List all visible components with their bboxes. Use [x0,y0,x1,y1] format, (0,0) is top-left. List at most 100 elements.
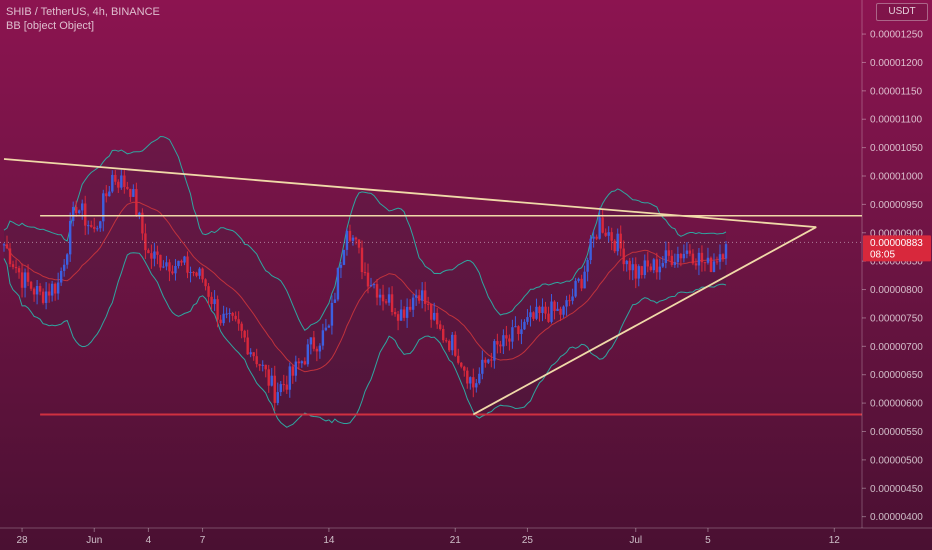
candle [351,235,355,246]
candle-body [126,186,129,189]
candle-body [712,261,716,273]
candle-body [291,366,294,376]
candle [583,265,586,289]
candle [50,280,54,302]
candle [610,227,613,251]
candle-body [381,294,385,302]
candle [565,295,568,316]
price-tick-label: 0.00000400 [870,512,923,523]
candle [414,289,418,306]
candle [526,309,529,325]
candle-body [426,303,430,305]
candle-body [541,306,544,313]
candle [180,259,183,266]
candle-body [673,262,677,265]
candle [484,357,487,368]
time-axis[interactable]: 28 Jun 4 7 14 21 25 Jul 5 12 [0,527,932,546]
candle-body [610,232,613,241]
candle [216,295,219,328]
candle-body [192,272,195,274]
candle [258,363,261,371]
candle-body [402,309,406,318]
candle-body [225,313,228,315]
candle-body [502,335,505,347]
candle [544,301,547,320]
candle-body [273,375,276,403]
candle-body [96,228,99,230]
candle [207,283,210,306]
price-tick-label: 0.00001050 [870,143,923,154]
candle [637,264,640,287]
candle [114,169,117,185]
candle-body [583,271,586,289]
candle-body [44,291,48,303]
candle-body [243,330,246,338]
candle-body [685,250,689,254]
candle [156,245,159,265]
candle [625,259,628,272]
price-tick-label: 0.00000500 [870,455,923,466]
candle [553,300,556,320]
candle-body [622,248,625,265]
candle [652,257,655,274]
candle [550,294,553,324]
candle [490,352,493,368]
candle [405,298,409,328]
candle [628,258,631,280]
candle-body [180,260,183,263]
candle-body [300,361,304,364]
indicator-legend[interactable]: BB [object Object] [6,20,95,32]
candle [96,225,99,232]
candle [354,236,358,245]
candle-body [65,254,69,265]
time-tick-label: 21 [450,535,462,546]
candle [634,257,637,289]
bar-countdown: 08:05 [870,249,895,260]
candle [670,250,674,267]
candle [11,260,15,270]
candle [71,201,75,227]
candle-body [589,238,592,261]
candle [17,265,21,279]
symbol-legend[interactable]: SHIB / TetherUS, 4h, BINANCE [6,6,160,18]
candle-body [165,262,168,267]
candle [514,316,517,328]
candle-body [511,327,514,342]
candle [303,357,307,366]
descending-trendline[interactable] [3,158,817,228]
candle-body [90,225,93,227]
candle [721,253,725,262]
candle-body [5,244,9,249]
candle-body [724,244,728,259]
ascending-trendline[interactable] [472,226,817,416]
candle-body [432,312,436,320]
drawing-lines[interactable] [0,158,862,416]
price-tick-label: 0.00000900 [870,228,923,239]
currency-unit-label[interactable]: USDT [876,3,928,21]
candle [129,188,132,202]
candle [65,253,69,269]
candle-body [17,268,21,273]
candle-body [231,312,234,316]
candle [225,307,228,319]
candle [613,239,616,254]
candle-body [342,249,346,265]
candle [631,257,634,281]
candle [38,283,42,296]
candle [559,306,562,322]
candle-body [445,340,448,342]
price-tick-label: 0.00000650 [870,370,923,381]
candle-body [78,210,81,213]
candle-body [156,251,159,255]
candle [457,348,460,365]
candle [219,314,222,326]
candle [469,376,472,390]
candle-body [580,278,583,289]
candle-body [619,233,622,249]
candle-body [448,340,451,351]
candle-body [556,308,559,312]
price-axis[interactable]: 0.00001250 0.00001200 0.00001150 0.00001100… [861,0,923,528]
candle-body [411,297,415,310]
candle-body [53,283,57,294]
